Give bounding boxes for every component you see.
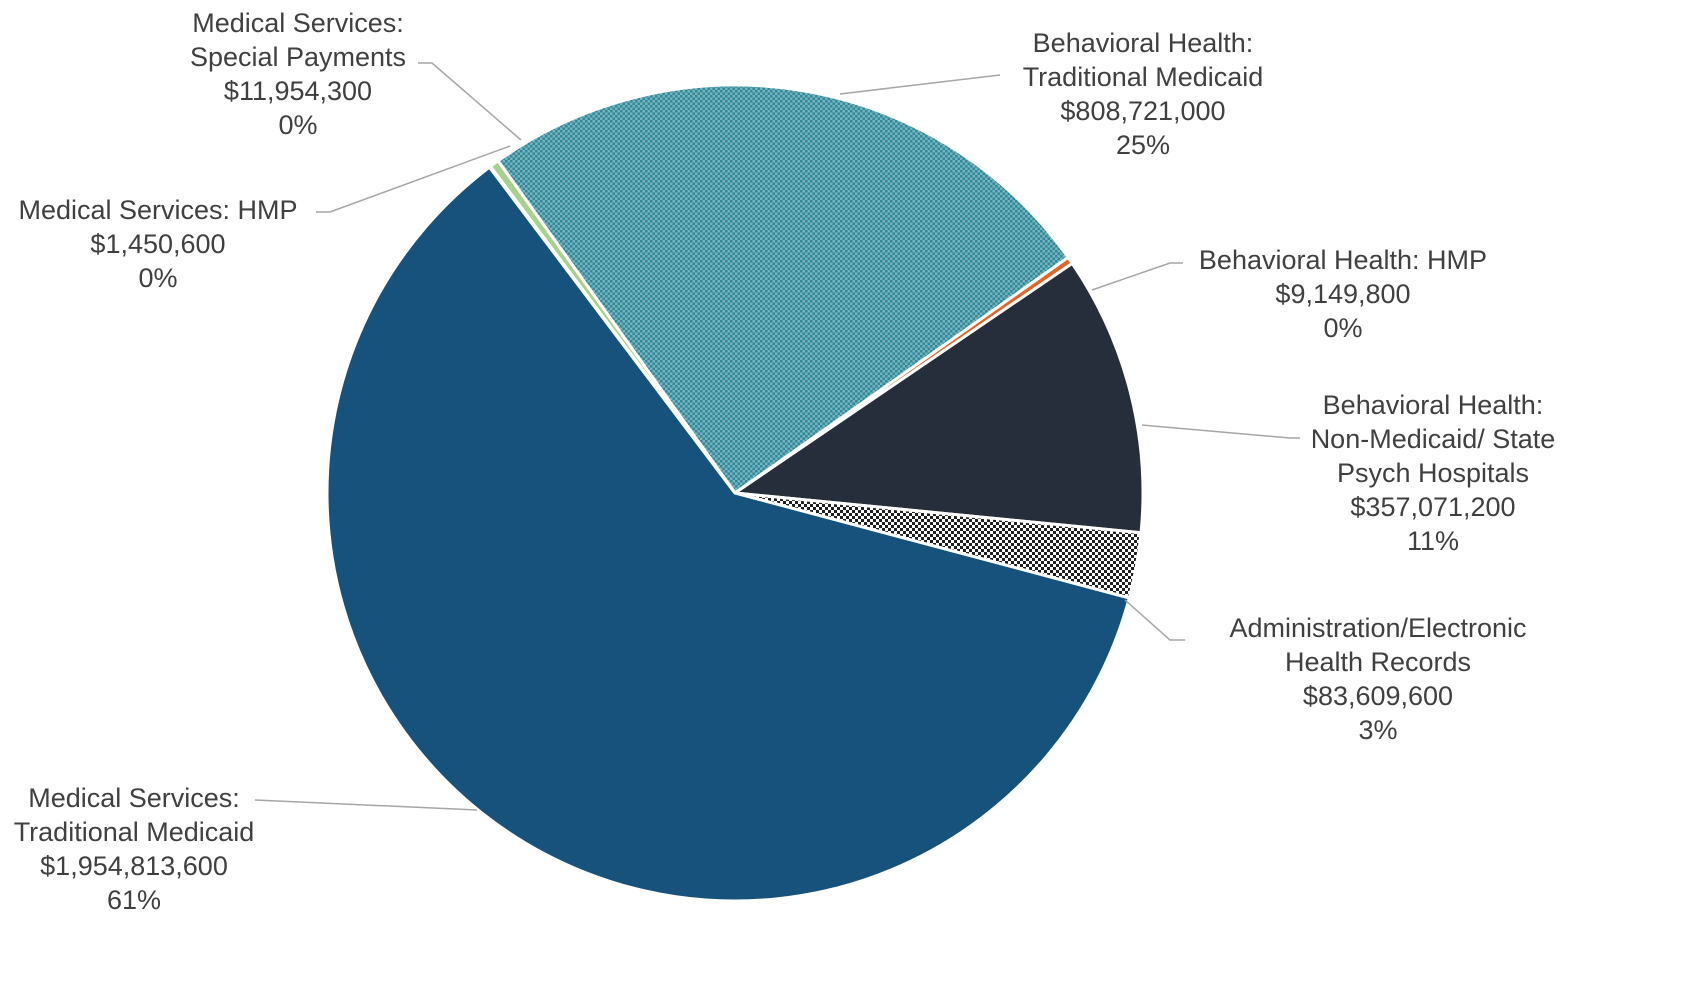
leader-line-medical-services-hmp (316, 145, 511, 213)
data-label-behavioral-health-traditional-medicaid: Behavioral Health: Traditional Medicaid $8… (1023, 28, 1264, 160)
label-percent: 25% (1116, 130, 1170, 160)
data-label-administration-electronic-health-records: Administration/Electronic Health Records $… (1229, 613, 1526, 745)
label-category: Non-Medicaid/ State (1311, 424, 1556, 454)
label-amount: $357,071,200 (1350, 492, 1515, 522)
pie-slice-behavioral-health-non-medicaid-state-psych-hospitals (730, 261, 1145, 535)
label-percent: 0% (138, 263, 177, 293)
label-percent: 0% (1323, 313, 1362, 343)
data-label-behavioral-health-non-medicaid-state-psych-hospitals: Behavioral Health: Non-Medicaid/ State Psy… (1311, 390, 1556, 556)
label-category: Health Records (1285, 647, 1471, 677)
data-label-medical-services-special-payments: Medical Services: Special Payments $11,954… (190, 8, 406, 140)
leader-line-administration-electronic-health-records (1124, 599, 1185, 641)
label-amount: $1,450,600 (90, 229, 225, 259)
label-percent: 3% (1358, 715, 1397, 745)
label-category: Psych Hospitals (1337, 458, 1529, 488)
leader-line-behavioral-health-hmp (1091, 262, 1183, 291)
leader-line-behavioral-health-non-medicaid-state-psych-hospitals (1141, 424, 1300, 439)
label-category: Behavioral Health: (1323, 390, 1544, 420)
leader-lines (254, 62, 1300, 811)
label-amount: $808,721,000 (1060, 96, 1225, 126)
label-percent: 0% (278, 110, 317, 140)
label-category: Medical Services: HMP (18, 195, 297, 225)
leader-line-medical-services-traditional-medicaid (254, 799, 478, 811)
label-percent: 11% (1407, 526, 1459, 556)
label-amount: $1,954,813,600 (40, 851, 228, 881)
pie-slices (325, 83, 1145, 903)
pie-slice-medical-services-special-payments (488, 158, 737, 494)
label-percent: 61% (107, 885, 161, 915)
label-category: Behavioral Health: (1033, 28, 1254, 58)
label-category: Administration/Electronic (1229, 613, 1526, 643)
label-amount: $9,149,800 (1275, 279, 1410, 309)
label-category: Traditional Medicaid (14, 817, 255, 847)
data-label-medical-services-hmp: Medical Services: HMP $1,450,600 0% (18, 195, 297, 293)
leader-line-behavioral-health-traditional-medicaid (839, 74, 1001, 95)
label-category: Medical Services: (192, 8, 404, 38)
label-amount: $11,954,300 (224, 76, 372, 106)
label-category: Medical Services: (28, 783, 240, 813)
data-label-behavioral-health-hmp: Behavioral Health: HMP $9,149,800 0% (1199, 245, 1487, 343)
label-category: Behavioral Health: HMP (1199, 245, 1487, 275)
pie-slice-behavioral-health-traditional-medicaid (495, 83, 1071, 496)
data-labels: Behavioral Health: Traditional Medicaid $8… (14, 8, 1556, 915)
label-category: Traditional Medicaid (1023, 62, 1264, 92)
pie-slice-medical-services-traditional-medicaid (325, 165, 1132, 903)
label-category: Special Payments (190, 42, 406, 72)
label-amount: $83,609,600 (1303, 681, 1453, 711)
leader-line-medical-services-special-payments (418, 62, 522, 141)
data-label-medical-services-traditional-medicaid: Medical Services: Traditional Medicaid $1,… (14, 783, 255, 915)
